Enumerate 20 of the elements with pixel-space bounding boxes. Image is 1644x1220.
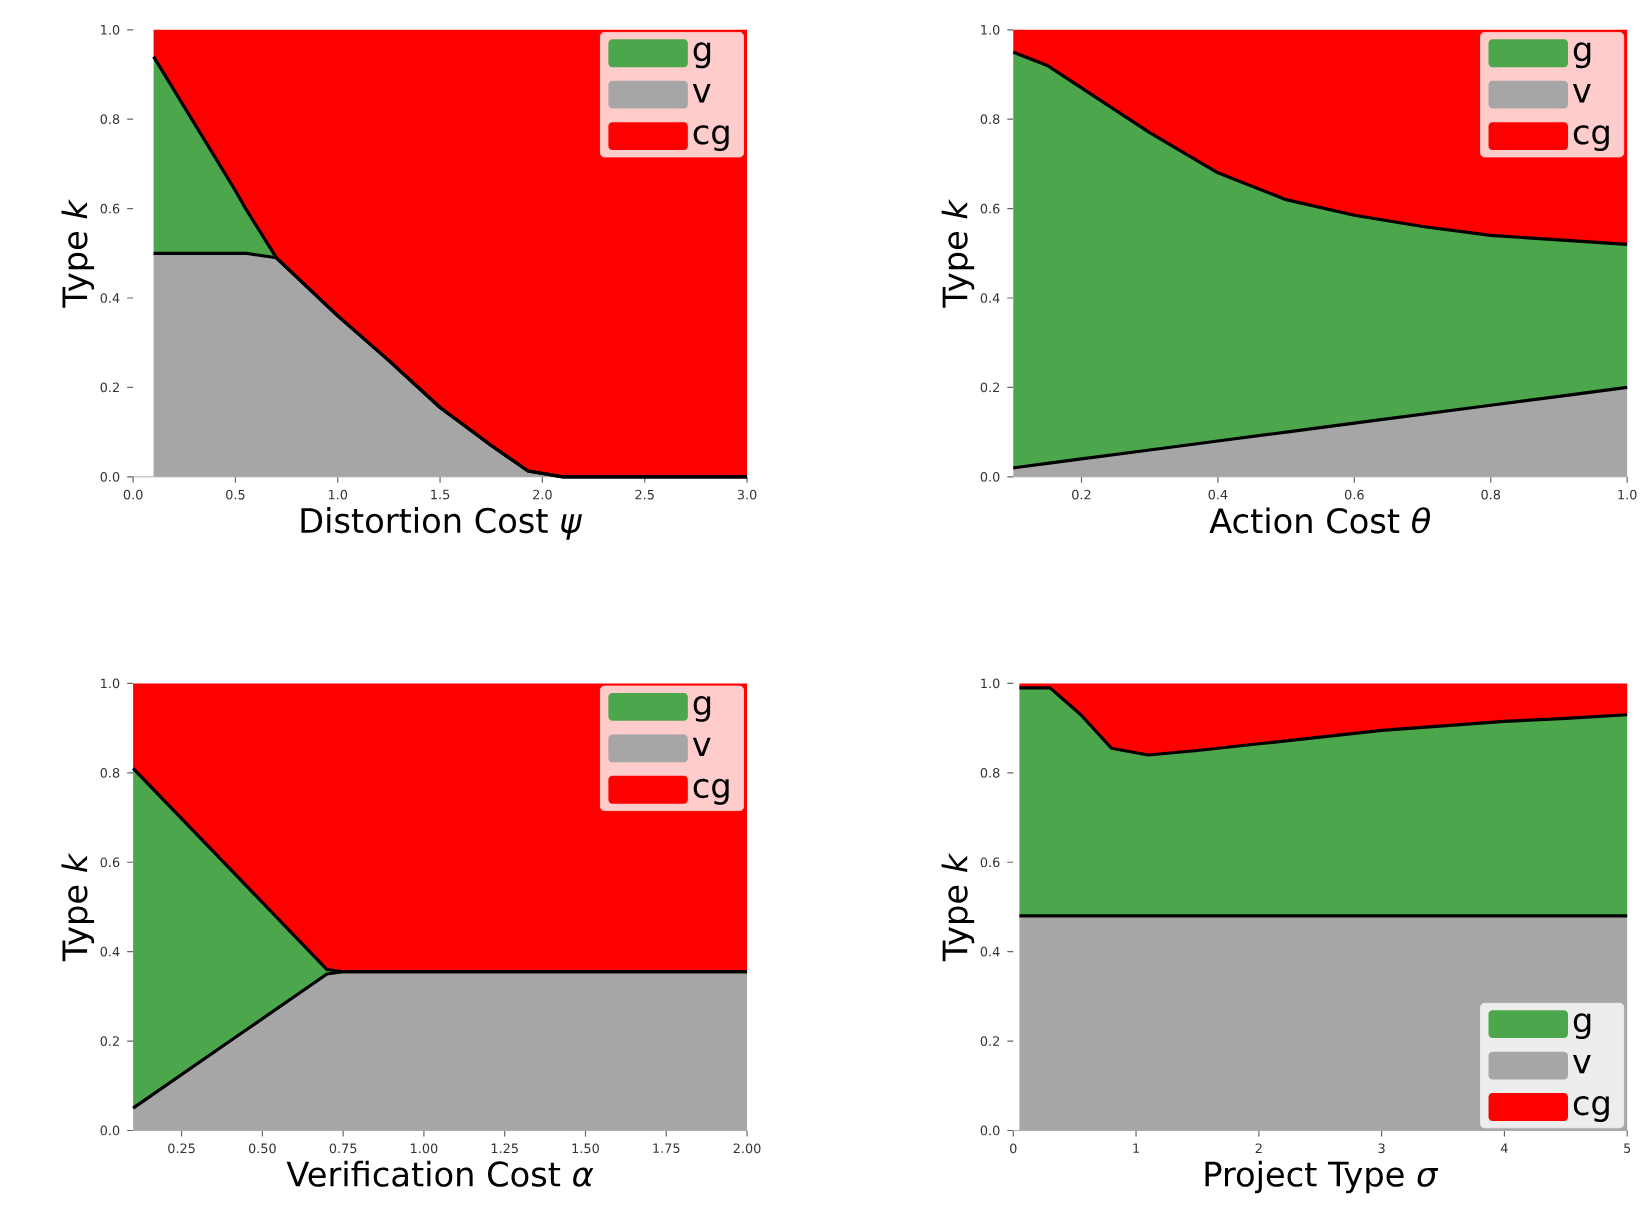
x-axis-title: Verification Cost α: [286, 1160, 594, 1187]
y-axis-title: Type k: [941, 199, 975, 308]
legend-label: cg: [693, 125, 729, 152]
legend-label: g: [693, 696, 711, 722]
legend-label: g: [693, 42, 711, 69]
legend-label: cg: [1573, 1096, 1609, 1122]
y-axis-title: Type k: [941, 852, 975, 962]
legend-label: v: [1572, 1054, 1591, 1074]
legend-label: g: [1573, 42, 1591, 69]
y-axis-title: Type k: [61, 199, 95, 308]
x-axis-title: Action Cost θ: [1209, 507, 1430, 534]
legend-label: cg: [1573, 125, 1609, 152]
legend-label: v: [692, 84, 711, 103]
legend-label: cg: [693, 778, 729, 805]
x-axis-title: Distortion Cost ψ: [301, 507, 582, 540]
x-axis-title: Project Type σ: [1205, 1160, 1439, 1194]
legend-label: g: [1573, 1013, 1591, 1040]
legend-label: v: [692, 737, 711, 757]
legend-label: v: [1572, 84, 1591, 103]
y-axis-title: Type k: [61, 852, 95, 962]
